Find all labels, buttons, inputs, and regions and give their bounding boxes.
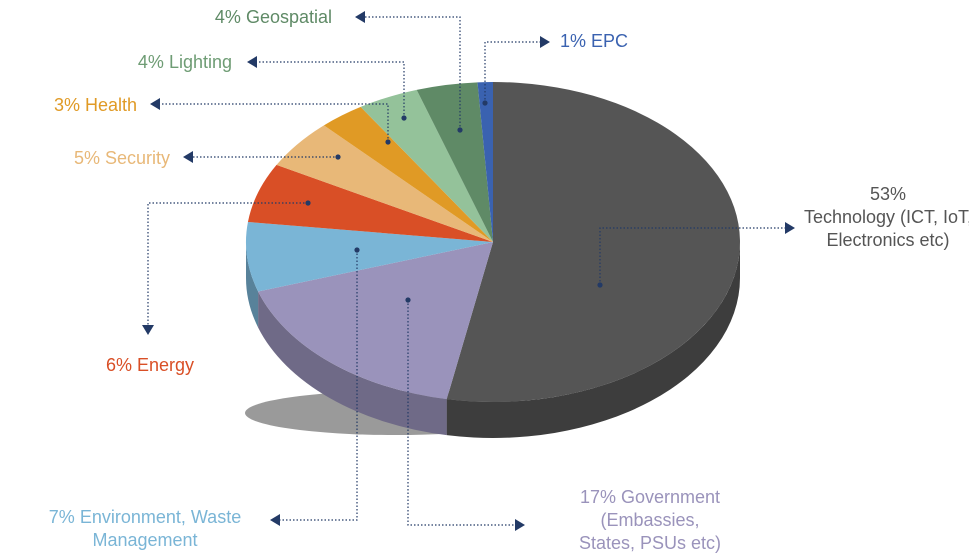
slice-side bbox=[446, 242, 740, 438]
anchor-dot bbox=[401, 115, 407, 121]
anchor-dot bbox=[335, 154, 341, 160]
arrow-head bbox=[142, 325, 154, 335]
arrow-head bbox=[270, 514, 280, 526]
leader-line bbox=[160, 103, 389, 142]
category-label: Energy bbox=[136, 355, 195, 375]
callout bbox=[150, 98, 391, 145]
value-label: 17% bbox=[579, 487, 616, 507]
value-label: 53% bbox=[869, 184, 907, 204]
leader-line bbox=[484, 41, 540, 103]
category-label: Health bbox=[84, 95, 137, 115]
slice-label: 17% Government (Embassies, States, PSUs … bbox=[575, 486, 725, 555]
anchor-dot bbox=[482, 100, 488, 106]
value-label: 3% bbox=[53, 95, 80, 115]
slice bbox=[360, 89, 493, 242]
slice-label: 4% Geospatial bbox=[0, 6, 332, 29]
value-label: 6% bbox=[105, 355, 132, 375]
anchor-dot bbox=[385, 139, 391, 145]
leader-line bbox=[365, 16, 461, 130]
category-label: Government (Embassies, States, PSUs etc) bbox=[578, 487, 722, 553]
slice-label: 6% Energy bbox=[60, 354, 240, 377]
category-label: Security bbox=[104, 148, 170, 168]
callout bbox=[597, 222, 795, 288]
value-label: 1% bbox=[560, 31, 587, 51]
anchor-dot bbox=[597, 282, 603, 288]
slice-label: 3% Health bbox=[0, 94, 137, 117]
arrow-head bbox=[355, 11, 365, 23]
callout bbox=[247, 56, 407, 121]
value-label: 4% bbox=[137, 52, 164, 72]
arrow-head bbox=[785, 222, 795, 234]
category-label: EPC bbox=[591, 31, 629, 51]
callout bbox=[183, 151, 341, 163]
slice bbox=[416, 82, 493, 242]
slice bbox=[323, 106, 493, 242]
slice-label: 4% Lighting bbox=[0, 51, 232, 74]
leader-line bbox=[280, 250, 358, 521]
arrow-head bbox=[515, 519, 525, 531]
anchor-dot bbox=[405, 297, 411, 303]
value-label: 4% bbox=[214, 7, 241, 27]
leader-line bbox=[257, 61, 405, 118]
category-label: Geospatial bbox=[245, 7, 332, 27]
callout bbox=[142, 200, 311, 335]
slice-side bbox=[258, 291, 447, 436]
slice bbox=[247, 164, 493, 242]
callout bbox=[405, 297, 525, 531]
arrow-head bbox=[540, 36, 550, 48]
slice-label: 5% Security bbox=[0, 147, 170, 170]
callout bbox=[270, 247, 360, 526]
anchor-dot bbox=[305, 200, 311, 206]
callout bbox=[482, 36, 550, 106]
anchor-dot bbox=[457, 127, 463, 133]
value-label: 5% bbox=[73, 148, 100, 168]
leader-line bbox=[147, 202, 308, 325]
category-label: Lighting bbox=[168, 52, 232, 72]
leader-line bbox=[599, 227, 785, 285]
arrow-head bbox=[247, 56, 257, 68]
slice bbox=[276, 125, 493, 242]
value-label: 7% bbox=[48, 507, 75, 527]
callout bbox=[355, 11, 463, 133]
anchor-dot bbox=[354, 247, 360, 253]
slice bbox=[446, 82, 741, 402]
arrow-head bbox=[183, 151, 193, 163]
slice-label: 53% Technology (ICT, IoT, Electronics etc… bbox=[803, 183, 969, 252]
slice-label: 7% Environment, Waste Management bbox=[30, 506, 260, 552]
category-label: Environment, Waste Management bbox=[79, 507, 242, 550]
slice bbox=[477, 82, 493, 242]
arrow-head bbox=[150, 98, 160, 110]
category-label: Technology (ICT, IoT, Electronics etc) bbox=[803, 207, 969, 250]
slice-label: 1% EPC bbox=[560, 30, 680, 53]
slice bbox=[258, 242, 493, 400]
leader-line bbox=[407, 300, 515, 526]
slice bbox=[246, 221, 493, 292]
slice-side bbox=[246, 242, 259, 328]
